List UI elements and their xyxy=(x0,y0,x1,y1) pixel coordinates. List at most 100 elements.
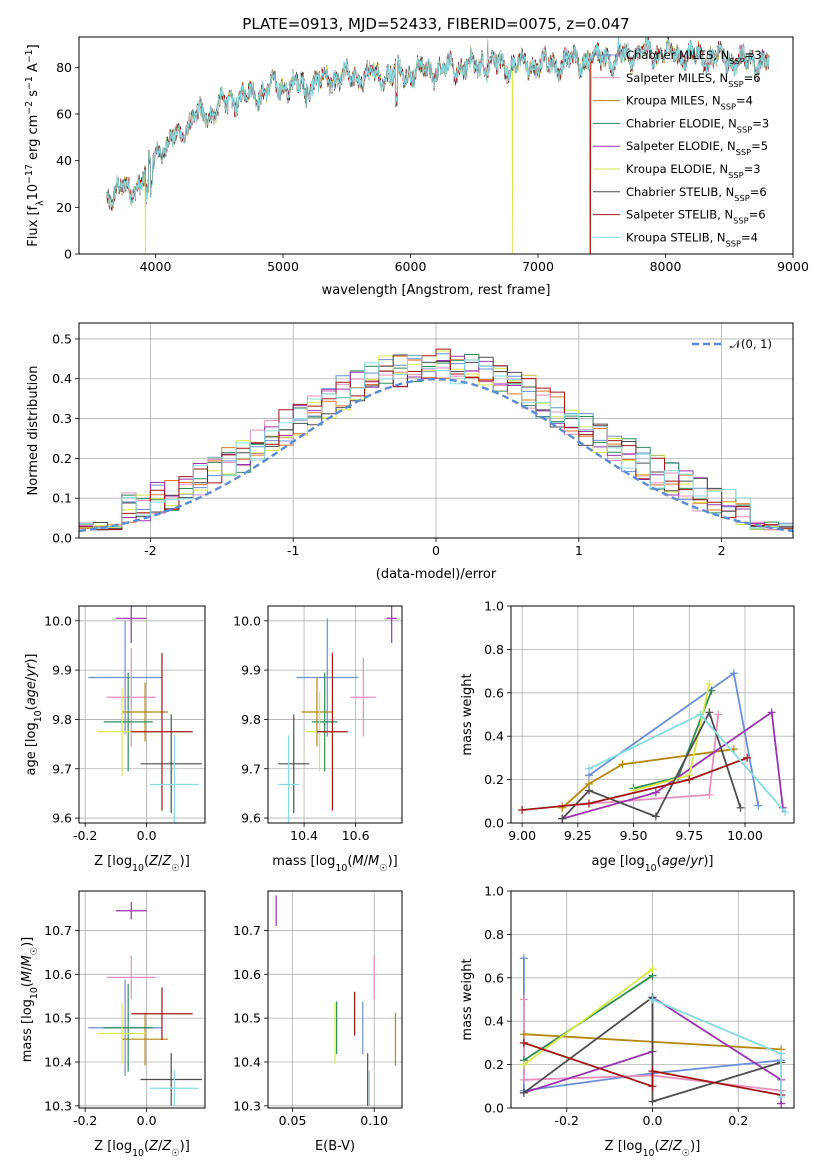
errorbar-chabrier-miles xyxy=(296,618,359,737)
y-tick-label: 0.6 xyxy=(484,685,504,700)
errorbar-salpeter-miles xyxy=(350,657,377,737)
y-tick-label: 0.1 xyxy=(52,491,72,506)
y-tick-label: 9.7 xyxy=(241,761,261,776)
weight-marker xyxy=(777,1049,786,1058)
weight-marker xyxy=(729,669,738,678)
errorbar-kroupa-miles xyxy=(122,1012,169,1066)
spectrum-legend: Chabrier MILES, NSSP=3 Salpeter MILES, NS… xyxy=(593,48,769,248)
weight-marker xyxy=(754,801,763,810)
weight-marker xyxy=(767,708,776,717)
y-tick-label: 0.2 xyxy=(484,772,504,787)
weight-marker xyxy=(651,812,660,821)
legend-entry-kroupa-elodie: Kroupa ELODIE, NSSP=3 xyxy=(626,162,761,180)
y-tick-label: 9.9 xyxy=(241,663,261,678)
errorbar-kroupa-stelib xyxy=(278,735,299,823)
weight-marker xyxy=(781,808,790,817)
mass_vs_ebv-axes: 0.05 0.10 10.3 10.4 10.5 10.6 10.7 xyxy=(233,891,402,1128)
weight-marker xyxy=(705,708,714,717)
weight-marker xyxy=(707,686,716,695)
errorbar-salpeter-stelib xyxy=(131,652,193,811)
x-axis-label: age [log10(age/yr)] xyxy=(591,854,713,874)
legend-entry-salpeter-miles: Salpeter MILES, NSSP=6 xyxy=(626,71,761,89)
errorbar-chabrier-elodie xyxy=(103,672,153,772)
y-tick-label: 0.3 xyxy=(52,411,72,426)
histogram-kroupa-elodie xyxy=(79,350,793,530)
histogram-chabrier-stelib xyxy=(79,354,793,530)
figure-title: PLATE=0913, MJD=52433, FIBERID=0075, z=0… xyxy=(242,15,629,33)
x-tick-label: 0 xyxy=(432,543,440,558)
x-tick-label: 5000 xyxy=(267,259,299,274)
y-tick-label: 0.0 xyxy=(484,1101,504,1116)
errorbar-kroupa-miles xyxy=(301,677,333,747)
errorbar-chabrier-elodie xyxy=(103,983,153,1072)
weight-marker xyxy=(777,1093,786,1102)
y-tick-label: 0.2 xyxy=(484,1057,504,1072)
x-tick-label: -0.2 xyxy=(555,1113,579,1128)
weight-series-kroupa-stelib xyxy=(648,995,786,1102)
y-axis-label: Flux [fλ10−17 erg cm−2 s−1 A−1] xyxy=(24,44,46,246)
x-axis-label: mass [log10(M/M☉)] xyxy=(272,854,398,874)
errorbar-chabrier-stelib xyxy=(140,714,202,814)
y-tick-label: 9.8 xyxy=(52,712,72,727)
spectrum-plot-area xyxy=(106,37,770,254)
x-axis-label: Z [log10(Z/Z☉)] xyxy=(94,854,190,874)
x-tick-label: 10.4 xyxy=(290,828,318,843)
y-tick-label: 1.0 xyxy=(484,599,504,614)
errorbar-salpeter-elodie xyxy=(115,901,147,920)
errorbar-salpeter-elodie xyxy=(115,606,147,643)
y-tick-label: 10.0 xyxy=(233,613,261,628)
y-tick-label: 10.3 xyxy=(233,1098,261,1113)
weight-series-kroupa-elodie xyxy=(519,965,657,1069)
y-tick-label: 10.3 xyxy=(44,1098,72,1113)
y-tick-label: 0.2 xyxy=(52,451,72,466)
histogram-kroupa-stelib xyxy=(79,355,793,529)
mass_vs_Z-frame xyxy=(78,890,206,1109)
x-tick-label: 9000 xyxy=(777,259,809,274)
residuals-frame xyxy=(78,322,794,539)
errorbar-chabrier-elodie xyxy=(311,672,338,772)
y-tick-label: 20 xyxy=(56,200,72,215)
errorbar-salpeter-miles xyxy=(106,647,156,747)
y-tick-label: 0.8 xyxy=(484,927,504,942)
y-tick-label: 10.7 xyxy=(44,923,72,938)
x-axis-label: Z [log10(Z/Z☉)] xyxy=(94,1139,190,1159)
x-tick-label: 0.10 xyxy=(360,1113,388,1128)
mass_vs_ebv-plot-area xyxy=(275,895,397,1106)
residuals-axes: -2 -1 0 1 2 0.0 0.1 0.2 0.3 0.4 0.5 xyxy=(52,323,793,558)
legend-entry-kroupa-stelib: Kroupa STELIB, NSSP=4 xyxy=(626,230,758,248)
x-tick-label: 10.6 xyxy=(342,828,370,843)
age_vs_mass-plot-area xyxy=(278,606,397,823)
x-tick-label: -1 xyxy=(287,543,299,558)
y-tick-label: 9.7 xyxy=(52,761,72,776)
weight-series-salpeter-stelib xyxy=(518,753,752,814)
y-tick-label: 0 xyxy=(64,247,72,262)
weight-marker xyxy=(648,1097,657,1106)
weight-series-chabrier-elodie xyxy=(629,686,716,793)
errorbar-kroupa-stelib xyxy=(149,735,199,823)
y-tick-label: 80 xyxy=(56,60,72,75)
weight-marker xyxy=(618,760,627,769)
y-tick-label: 0.0 xyxy=(484,816,504,831)
x-tick-label: 0.0 xyxy=(643,1113,663,1128)
weight-marker xyxy=(648,1082,657,1091)
x-tick-label: 0.05 xyxy=(279,1113,307,1128)
weight-marker xyxy=(696,710,705,719)
y-tick-label: 0.4 xyxy=(52,371,72,386)
x-tick-label: 9.75 xyxy=(675,828,703,843)
weight-series-chabrier-stelib xyxy=(558,708,745,823)
errorbar-salpeter-elodie xyxy=(386,606,397,643)
y-axis-label: age [log10(age/yr)] xyxy=(24,653,44,775)
weight-marker xyxy=(519,1038,528,1047)
y-tick-label: 9.8 xyxy=(241,712,261,727)
spectrum-axes: 4000 5000 6000 7000 8000 9000 0 20 40 60 80 xyxy=(56,60,809,274)
legend-entry-salpeter-elodie: Salpeter ELODIE, NSSP=5 xyxy=(626,139,768,157)
weight-marker xyxy=(519,1075,528,1084)
y-tick-label: 9.6 xyxy=(52,811,72,826)
y-tick-label: 10.5 xyxy=(233,1011,261,1026)
y-tick-label: 9.9 xyxy=(52,663,72,678)
weight_vs_age-axes: 9.00 9.25 9.50 9.75 10.00 0.0 0.2 0.4 0.6 0.8 1.0 xyxy=(484,599,794,843)
y-tick-label: 60 xyxy=(56,107,72,122)
weight-marker xyxy=(584,799,593,808)
weight-marker xyxy=(519,1030,528,1039)
errorbar-salpeter-stelib xyxy=(131,987,193,1041)
